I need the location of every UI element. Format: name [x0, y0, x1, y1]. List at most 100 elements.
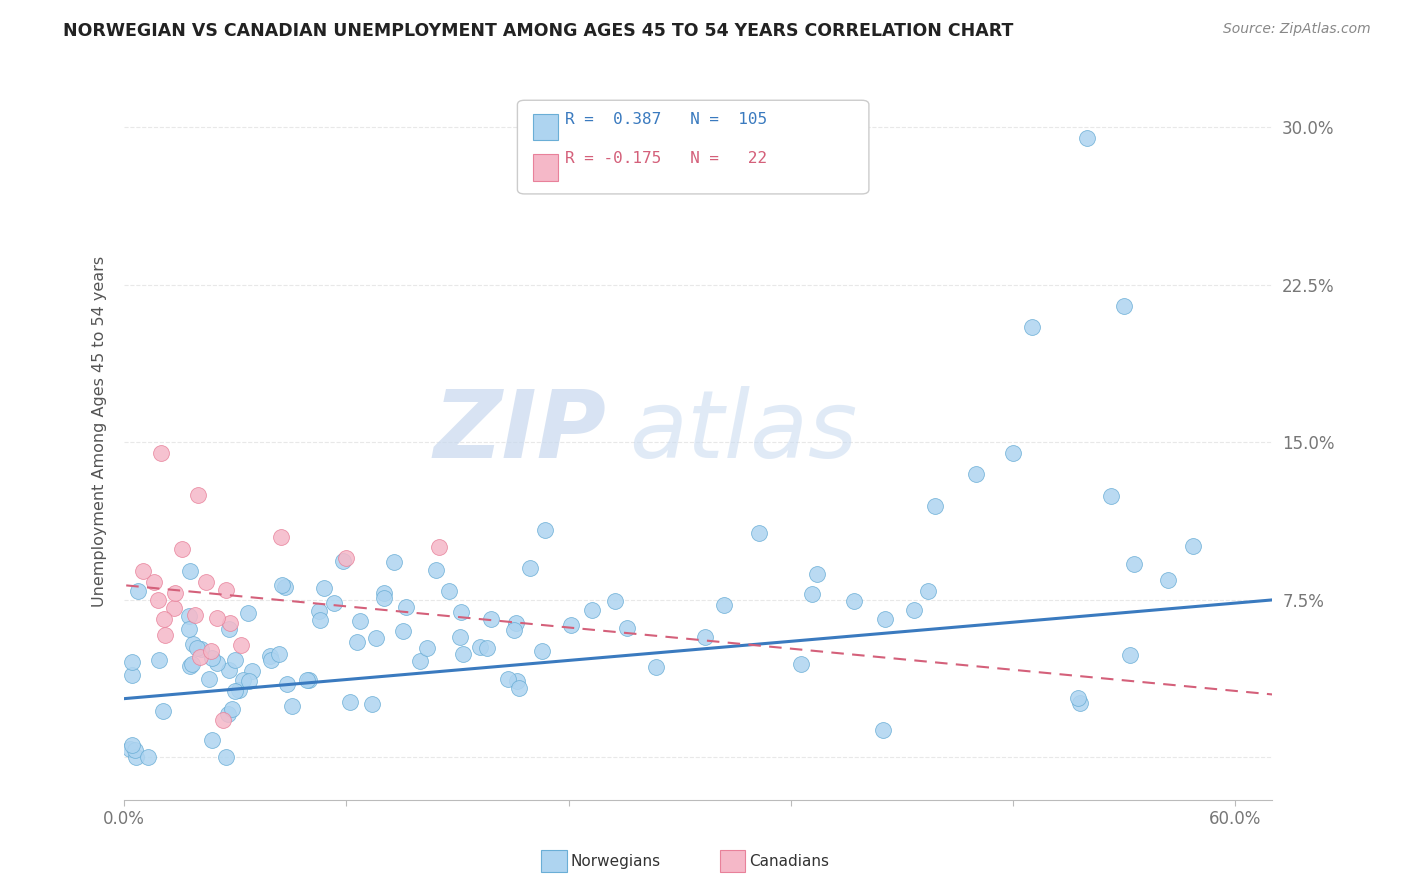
- Point: [215, 582, 238, 597]
- Point: [238, 673, 260, 688]
- Point: [236, 606, 259, 620]
- Point: [205, 611, 228, 625]
- Point: [506, 674, 529, 689]
- Point: [346, 635, 368, 649]
- Point: [121, 655, 143, 669]
- Point: [965, 467, 987, 481]
- Point: [181, 637, 204, 651]
- Point: [800, 587, 823, 601]
- Text: R = -0.175   N =   22: R = -0.175 N = 22: [565, 151, 768, 166]
- Point: [875, 612, 897, 626]
- Point: [693, 630, 716, 644]
- Point: [1021, 319, 1043, 334]
- Point: [373, 591, 395, 605]
- Point: [194, 575, 217, 590]
- Point: [187, 488, 209, 502]
- Point: [382, 555, 405, 569]
- Point: [197, 672, 219, 686]
- Point: [270, 577, 292, 591]
- Point: [335, 550, 357, 565]
- Point: [172, 541, 194, 556]
- Point: [228, 683, 250, 698]
- Point: [449, 630, 471, 644]
- Point: [136, 750, 159, 764]
- Point: [274, 580, 297, 594]
- Point: [298, 673, 321, 687]
- Point: [533, 523, 555, 537]
- Point: [323, 596, 346, 610]
- Point: [844, 594, 866, 608]
- Point: [1182, 539, 1205, 553]
- Point: [748, 526, 770, 541]
- Point: [121, 738, 143, 752]
- Point: [560, 618, 582, 632]
- Point: [616, 621, 638, 635]
- Point: [427, 541, 450, 555]
- Point: [1076, 130, 1098, 145]
- Point: [581, 603, 603, 617]
- Point: [181, 657, 204, 671]
- Point: [267, 647, 290, 661]
- Text: ZIP: ZIP: [433, 386, 606, 478]
- Point: [125, 750, 148, 764]
- Point: [281, 698, 304, 713]
- Point: [437, 584, 460, 599]
- Point: [392, 624, 415, 639]
- Point: [872, 723, 894, 737]
- Point: [190, 642, 212, 657]
- Point: [221, 702, 243, 716]
- Point: [150, 446, 173, 460]
- Point: [1119, 648, 1142, 662]
- Point: [118, 742, 141, 756]
- Point: [259, 648, 281, 663]
- Point: [1099, 489, 1122, 503]
- Point: [713, 598, 735, 612]
- Text: Norwegians: Norwegians: [571, 855, 661, 869]
- Text: R =  0.387   N =  105: R = 0.387 N = 105: [565, 112, 768, 127]
- Point: [212, 714, 235, 728]
- Point: [152, 704, 174, 718]
- Point: [605, 594, 627, 608]
- Point: [789, 657, 811, 672]
- Point: [146, 593, 169, 607]
- Point: [153, 612, 176, 626]
- Point: [519, 561, 541, 575]
- Text: atlas: atlas: [630, 386, 858, 477]
- Point: [184, 607, 207, 622]
- Point: [179, 565, 201, 579]
- Point: [349, 615, 371, 629]
- Point: [205, 656, 228, 670]
- Point: [394, 600, 416, 615]
- Point: [217, 706, 239, 721]
- Point: [1114, 299, 1136, 313]
- Point: [127, 583, 149, 598]
- Point: [1157, 573, 1180, 587]
- Point: [270, 530, 292, 544]
- Point: [297, 673, 319, 687]
- Point: [201, 732, 224, 747]
- Point: [314, 581, 336, 595]
- Point: [163, 586, 186, 600]
- Point: [1066, 691, 1088, 706]
- Point: [177, 622, 200, 636]
- Point: [451, 647, 474, 661]
- Point: [132, 564, 155, 578]
- Text: Source: ZipAtlas.com: Source: ZipAtlas.com: [1223, 22, 1371, 37]
- Point: [260, 653, 283, 667]
- Text: NORWEGIAN VS CANADIAN UNEMPLOYMENT AMONG AGES 45 TO 54 YEARS CORRELATION CHART: NORWEGIAN VS CANADIAN UNEMPLOYMENT AMONG…: [63, 22, 1014, 40]
- Point: [200, 644, 222, 658]
- Point: [475, 640, 498, 655]
- Point: [124, 743, 146, 757]
- Point: [502, 623, 524, 637]
- Point: [224, 653, 246, 667]
- Point: [224, 684, 246, 698]
- Point: [179, 609, 201, 624]
- Point: [215, 750, 238, 764]
- Point: [232, 673, 254, 687]
- Point: [121, 667, 143, 681]
- Point: [496, 672, 519, 686]
- Point: [806, 566, 828, 581]
- Point: [153, 628, 176, 642]
- Point: [479, 612, 502, 626]
- Point: [644, 660, 666, 674]
